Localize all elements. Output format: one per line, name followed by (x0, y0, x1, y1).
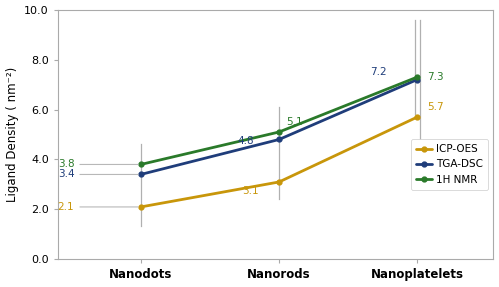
1H NMR (138, 163, 144, 166)
ICP-OES (138, 205, 144, 209)
1H NMR (414, 75, 420, 79)
Text: 5.7: 5.7 (427, 102, 444, 113)
Text: 4.8: 4.8 (238, 136, 254, 146)
Text: 5.1: 5.1 (286, 117, 302, 127)
Y-axis label: Ligand Density ( nm⁻²): Ligand Density ( nm⁻²) (5, 67, 18, 202)
TGA-DSC (276, 138, 282, 141)
Line: TGA-DSC: TGA-DSC (138, 77, 420, 177)
TGA-DSC (138, 173, 144, 176)
Text: 3.4: 3.4 (58, 169, 138, 179)
ICP-OES (414, 115, 420, 119)
Text: 3.1: 3.1 (242, 187, 258, 197)
Text: 7.2: 7.2 (370, 67, 387, 77)
Text: 2.1: 2.1 (58, 202, 138, 212)
Line: 1H NMR: 1H NMR (138, 75, 420, 167)
Text: 3.8: 3.8 (58, 160, 138, 169)
ICP-OES (276, 180, 282, 184)
Legend: ICP-OES, TGA-DSC, 1H NMR: ICP-OES, TGA-DSC, 1H NMR (411, 139, 488, 190)
Text: 7.3: 7.3 (427, 72, 444, 82)
1H NMR (276, 130, 282, 134)
Line: ICP-OES: ICP-OES (138, 115, 420, 210)
TGA-DSC (414, 78, 420, 81)
